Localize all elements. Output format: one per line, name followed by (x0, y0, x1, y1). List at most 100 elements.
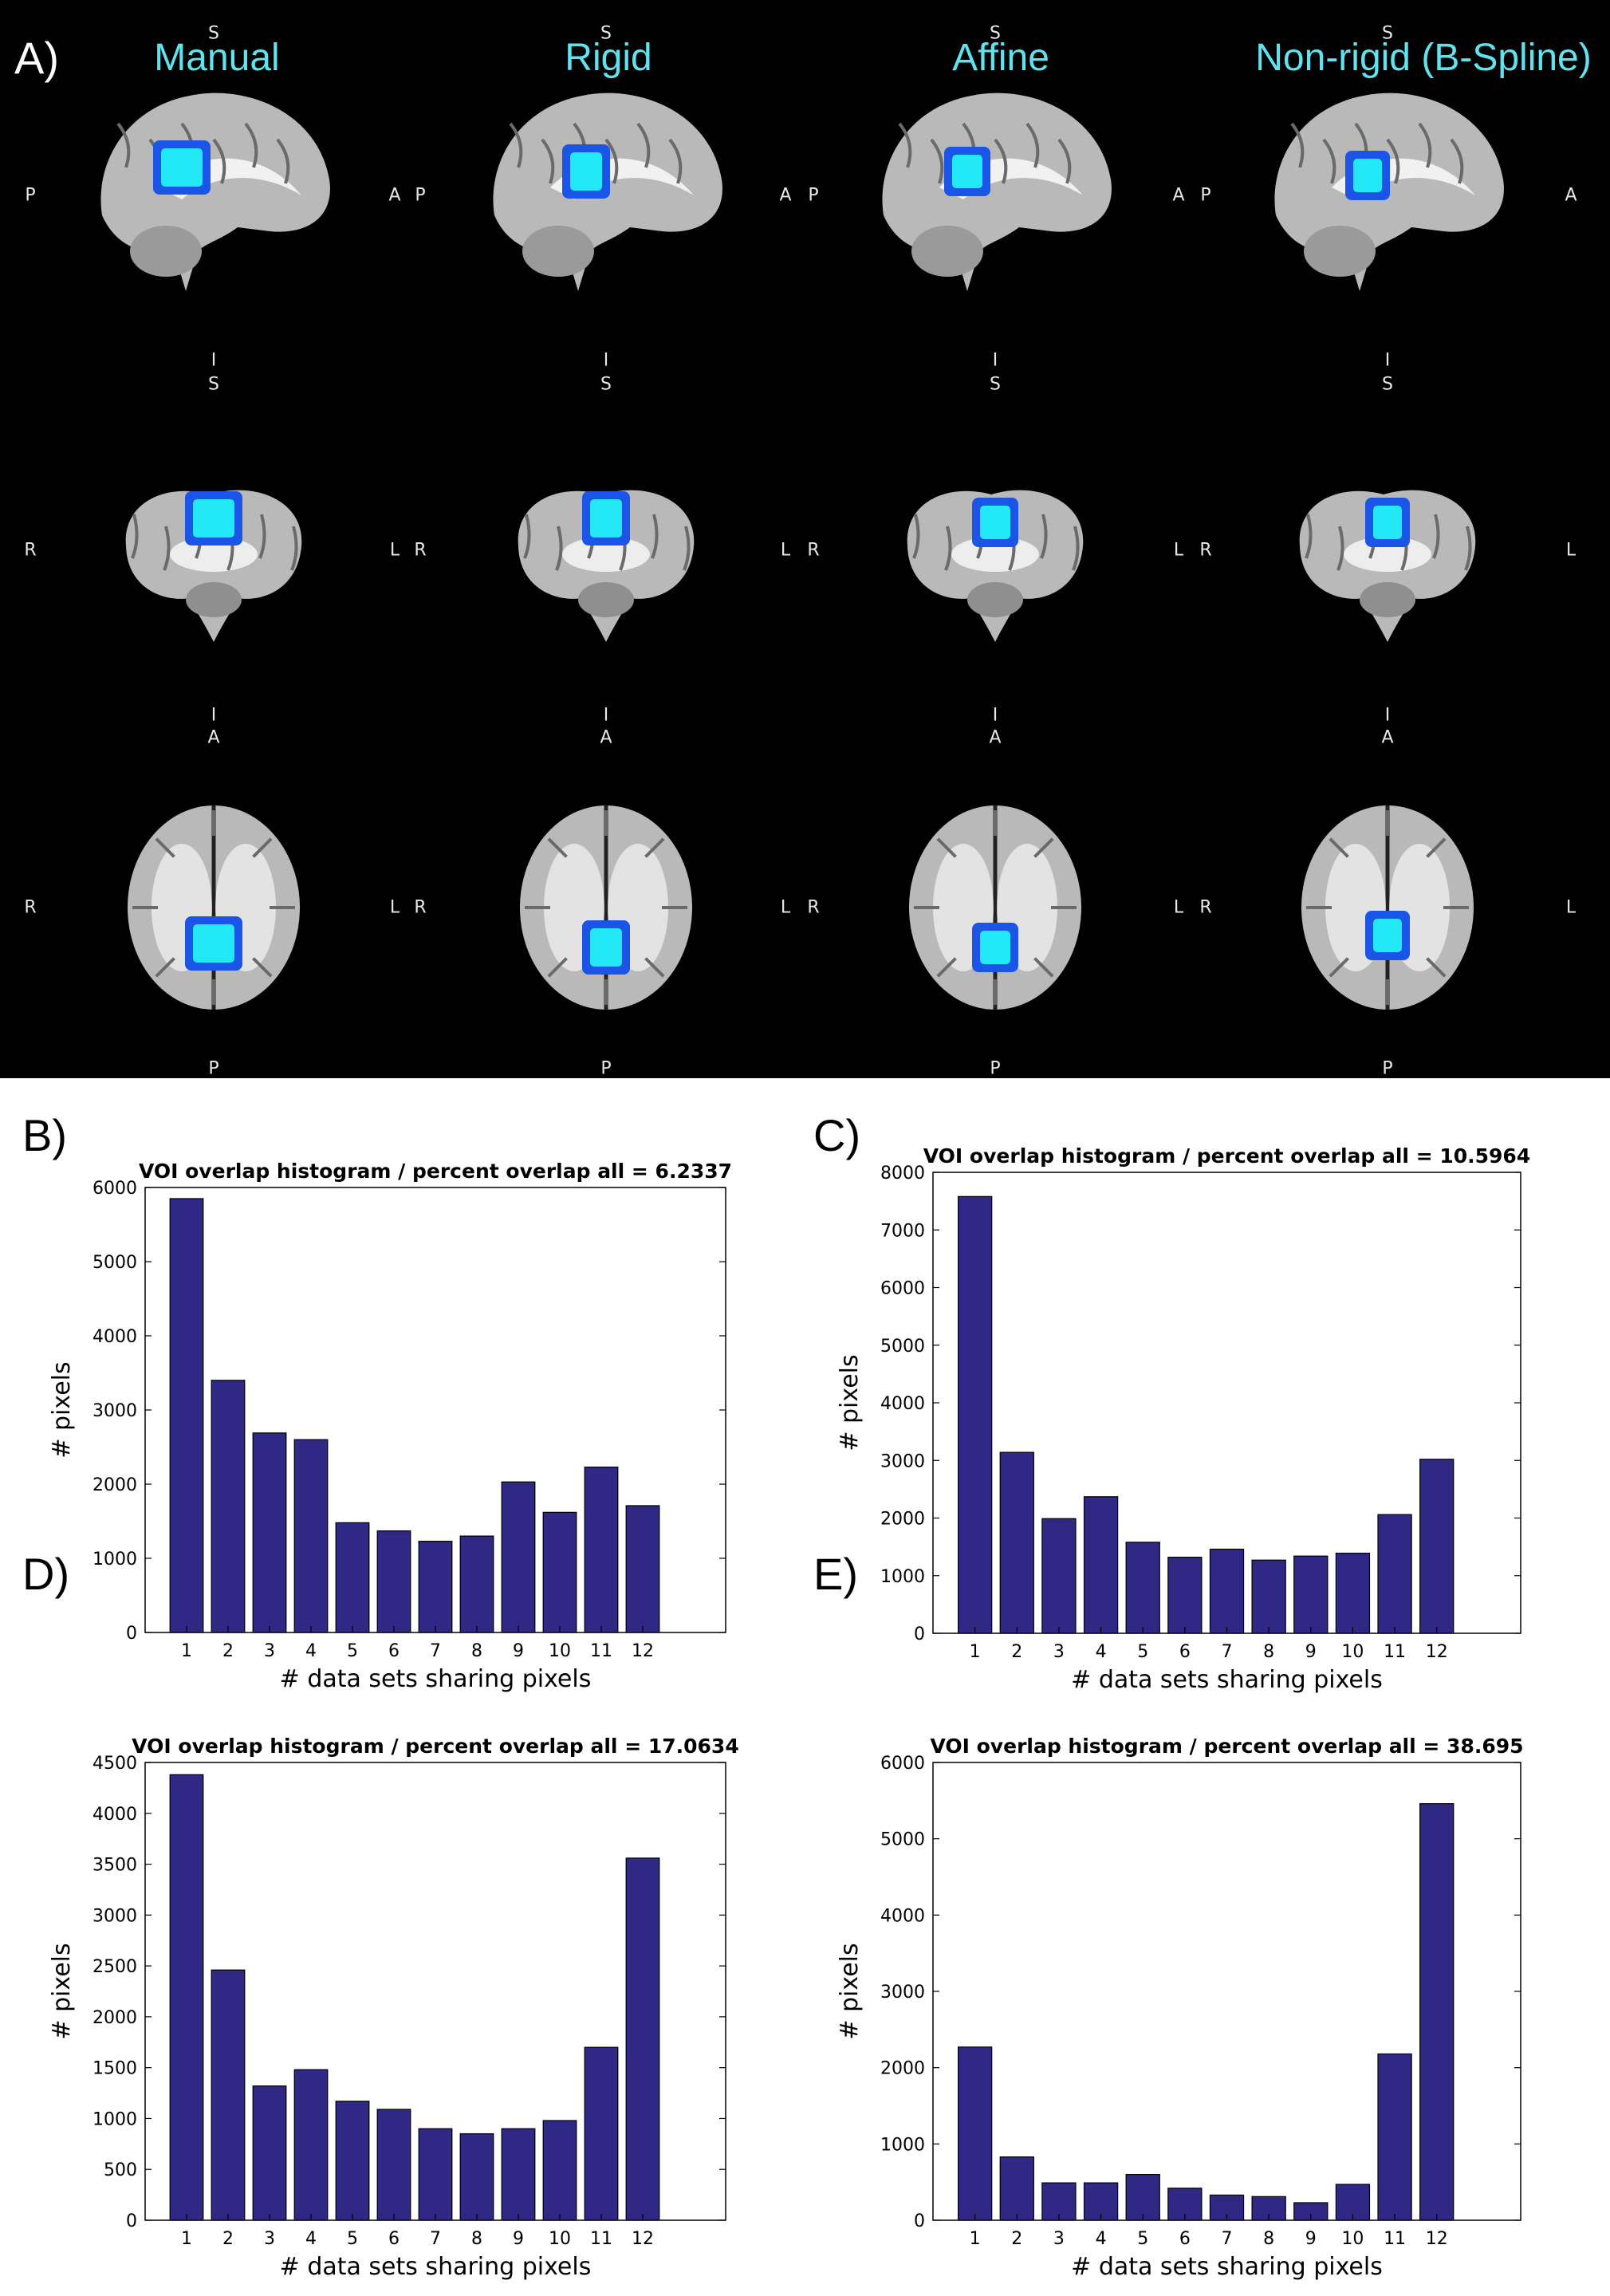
sulcus-line (1450, 138, 1464, 184)
y-tick-label: 4000 (880, 1906, 925, 1926)
x-tick-label: 12 (1426, 2229, 1448, 2249)
sulcus-line (994, 138, 1008, 184)
orient-bottom-sagittal: I (992, 350, 998, 371)
cerebellum (911, 226, 983, 277)
sulcus-line (547, 837, 568, 858)
orient-top-axial: A (207, 727, 220, 748)
y-tick-label: 8000 (880, 1164, 925, 1183)
sulcus-line (1329, 957, 1349, 978)
bar-12 (1419, 1459, 1455, 1634)
chart-title: VOI overlap histogram / percent overlap … (139, 1160, 732, 1183)
sulcus-line (244, 122, 258, 168)
bar-3 (252, 1432, 287, 1633)
voi-region (590, 928, 622, 967)
x-tick-label: 9 (513, 1641, 524, 1661)
voi-region (161, 148, 203, 187)
white-matter (951, 537, 1039, 572)
y-tick-label: 2000 (880, 1510, 925, 1530)
sulcus-line (252, 957, 273, 978)
bar-10 (1335, 1552, 1371, 1634)
histogram-d: D) VOI overlap histogram / percent overla… (22, 1549, 739, 2281)
orient-left-sagittal: P (25, 185, 36, 206)
brain-slice (882, 93, 1112, 291)
brain-slice (907, 490, 1084, 642)
cerebellum (1304, 226, 1376, 277)
y-axis-label: # pixels (48, 1943, 76, 2039)
sulcus-line (541, 138, 555, 184)
orient-left-coronal: R (414, 540, 427, 561)
voi-region (980, 931, 1010, 964)
panel-a-label: A) (14, 33, 59, 83)
method-title-non-rigid-b-spline: Non-rigid (B-Spline) (1255, 37, 1592, 79)
y-axis-label: # pixels (836, 1354, 864, 1451)
orient-right-axial: L (780, 897, 791, 918)
orient-right-sagittal: A (779, 185, 792, 206)
orient-right-coronal: L (389, 540, 400, 561)
x-tick-label: 10 (549, 2229, 571, 2249)
y-tick-label: 2500 (93, 1957, 137, 1977)
x-tick-label: 8 (1263, 1642, 1274, 1662)
y-tick-label: 3000 (93, 1906, 137, 1926)
brain-coronal-rigid (518, 490, 695, 642)
cerebellum (522, 226, 594, 277)
panel-label: C) (813, 1110, 860, 1160)
orient-left-sagittal: P (1200, 185, 1211, 206)
x-tick-label: 12 (632, 2229, 654, 2249)
x-tick-label: 1 (181, 1641, 192, 1661)
panel-a: A) Manual Rigid Affine Non-rigid (B-Spline)… (0, 0, 1610, 1079)
cerebellum (1360, 582, 1415, 617)
brain-sagittal-rigid (493, 93, 722, 291)
histogram-b: B) VOI overlap histogram / percent overla… (22, 1110, 732, 1693)
y-tick-label: 0 (126, 2211, 137, 2231)
orient-right-axial: L (1565, 897, 1577, 918)
sulcus-line (644, 957, 665, 978)
y-tick-label: 500 (104, 2160, 137, 2180)
y-tick-label: 6000 (880, 1279, 925, 1299)
bar-5 (335, 1522, 370, 1633)
bar-3 (1041, 2182, 1077, 2221)
sulcus-line (547, 957, 568, 978)
sulcus-line (683, 526, 691, 571)
orient-left-coronal: R (24, 540, 37, 561)
y-tick-label: 1000 (880, 1567, 925, 1587)
y-tick-label: 3500 (93, 1856, 137, 1876)
x-tick-label: 2 (222, 1641, 234, 1661)
cerebellum (967, 582, 1023, 617)
x-tick-label: 7 (1222, 1642, 1233, 1662)
brain-slice (1301, 805, 1474, 1010)
orient-top-axial: A (1381, 727, 1394, 748)
x-tick-label: 11 (1384, 2229, 1406, 2249)
x-tick-label: 11 (590, 2229, 612, 2249)
method-title-manual: Manual (154, 37, 280, 79)
bar-3 (252, 2085, 287, 2221)
sulcus-line (1290, 122, 1305, 168)
x-tick-label: 4 (305, 2229, 317, 2249)
bar-10 (542, 2120, 577, 2221)
bar-5 (1125, 1542, 1160, 1634)
brain-slice (100, 93, 330, 291)
orient-bottom-sagittal: I (1384, 350, 1391, 371)
x-tick-label: 6 (1179, 1642, 1191, 1662)
x-tick-label: 9 (1305, 2229, 1317, 2249)
sulcus-line (668, 138, 683, 184)
x-tick-label: 5 (347, 1641, 358, 1661)
orient-bottom-axial: P (1382, 1058, 1393, 1079)
y-tick-label: 7000 (880, 1221, 925, 1241)
brain-coronal-affine (907, 490, 1084, 642)
x-tick-label: 10 (549, 1641, 571, 1661)
y-tick-label: 3000 (880, 1983, 925, 2003)
orient-right-axial: L (1173, 897, 1184, 918)
voi-region (570, 152, 602, 191)
x-tick-label: 2 (222, 2229, 234, 2249)
orient-right-axial: L (389, 897, 400, 918)
sulcus-line (523, 514, 531, 559)
x-tick-label: 5 (1137, 2229, 1148, 2249)
panel-label: D) (22, 1549, 69, 1599)
sulcus-line (930, 138, 944, 184)
sulcus-line (1432, 514, 1440, 559)
bar-7 (418, 2128, 453, 2221)
sulcus-line (1329, 837, 1349, 858)
sulcus-line (1025, 122, 1040, 168)
brain-axial-rigid (520, 805, 692, 1010)
x-tick-label: 10 (1341, 2229, 1364, 2249)
